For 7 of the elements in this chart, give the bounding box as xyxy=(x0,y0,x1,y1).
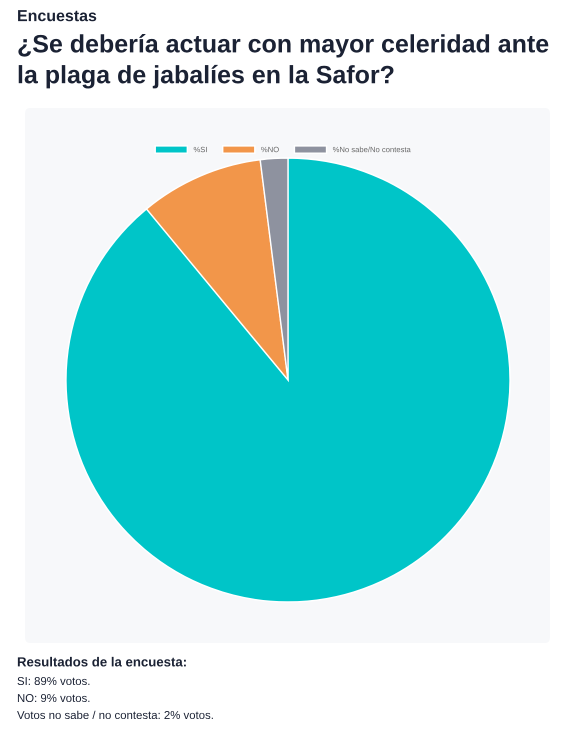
text: Resultados de la encuesta: xyxy=(18,656,186,667)
pie-slice xyxy=(65,157,511,603)
chart-title: ¿Se debería actuar con mayor celeridad ante la plaga de jabalíes en la Safor? xyxy=(18,34,548,88)
text: Votos no sabe / no contesta: 2% votos. xyxy=(17,710,213,720)
text: SI: 89% votos. xyxy=(18,676,90,686)
chart-subtitle: Encuestas xyxy=(18,10,96,22)
text: NO: 9% votos. xyxy=(18,694,90,702)
